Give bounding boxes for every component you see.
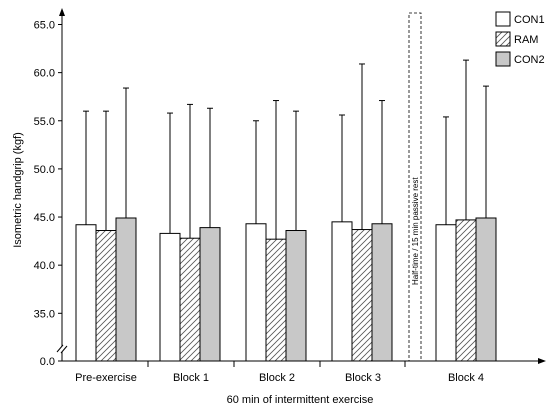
axes: [56, 8, 546, 364]
bar-con1-2: [159, 232, 181, 362]
error-bars-layer: [83, 59, 489, 240]
legend-item-ram: RAM: [495, 31, 538, 47]
bar-con1-5: [435, 224, 457, 362]
y-axis-label: Isometric handgrip (kgf): [12, 132, 24, 248]
error-bar-ram-2: [187, 103, 193, 239]
y-tick-label: 55.0: [34, 116, 55, 128]
error-bar-con1-3: [253, 120, 259, 224]
legend-item-con2: CON2: [495, 51, 545, 67]
legend-label: CON2: [514, 54, 545, 66]
error-bar-con1-5: [443, 116, 449, 225]
legend-label: CON1: [514, 14, 545, 26]
x-tick-label: Block 1: [173, 372, 209, 384]
bar-con1-3: [245, 223, 267, 362]
bar-ram-4: [351, 229, 373, 362]
error-bar-ram-5: [463, 59, 469, 220]
x-ticks: Pre-exercise Block 1 Block 2 Block 3 Block 4: [75, 361, 484, 384]
y-axis-arrow: [59, 8, 65, 16]
y-tick-label: 35.0: [34, 308, 55, 320]
error-bar-con1-4: [339, 114, 345, 222]
bars-layer: [75, 217, 497, 362]
x-axis-label: 60 min of intermittent exercise: [227, 394, 374, 406]
error-bar-con2-1: [123, 87, 129, 218]
legend-label: RAM: [514, 34, 538, 46]
x-tick-label: Block 4: [448, 372, 484, 384]
axis-break-mark: [56, 344, 68, 354]
legend-item-con1: CON1: [495, 11, 545, 27]
error-bar-con2-5: [483, 85, 489, 218]
legend-swatch: [495, 51, 511, 67]
error-bar-con2-4: [379, 100, 385, 224]
y-ticks: 0.0 35.0 40.0 45.0 50.0 55.0 60.0 65.0: [34, 20, 62, 368]
bar-ram-3: [265, 238, 287, 362]
bar-con1-1: [75, 224, 97, 362]
x-tick-label: Block 2: [259, 372, 295, 384]
error-bar-con2-3: [293, 110, 299, 231]
x-tick-label: Block 3: [345, 372, 381, 384]
x-tick-label: Pre-exercise: [75, 372, 137, 384]
x-axis-arrow: [538, 358, 546, 364]
y-tick-label: 50.0: [34, 164, 55, 176]
bar-con2-2: [199, 227, 221, 362]
error-bar-con1-2: [167, 112, 173, 234]
error-bar-ram-3: [273, 100, 279, 240]
y-tick-label: 45.0: [34, 212, 55, 224]
y-tick-label: 40.0: [34, 260, 55, 272]
bar-con2-1: [115, 217, 137, 362]
legend: CON1 RAM CON2: [495, 11, 545, 67]
bar-con2-5: [475, 217, 497, 362]
y-tick-label: 60.0: [34, 68, 55, 80]
y-tick-label: 0.0: [40, 356, 55, 368]
bar-con1-4: [331, 221, 353, 362]
bar-con2-3: [285, 230, 307, 362]
error-bar-ram-4: [359, 63, 365, 230]
bar-ram-2: [179, 237, 201, 362]
error-bar-con2-2: [207, 107, 213, 228]
rest-annotation-text: Half-time / 15 min passive rest: [411, 177, 420, 285]
error-bar-ram-1: [103, 110, 109, 231]
legend-swatch: [495, 11, 511, 27]
legend-swatch: [495, 31, 511, 47]
bar-ram-5: [455, 219, 477, 362]
y-tick-label: 65.0: [34, 20, 55, 32]
bar-con2-4: [371, 223, 393, 362]
error-bar-con1-1: [83, 110, 89, 225]
bar-ram-1: [95, 230, 117, 362]
